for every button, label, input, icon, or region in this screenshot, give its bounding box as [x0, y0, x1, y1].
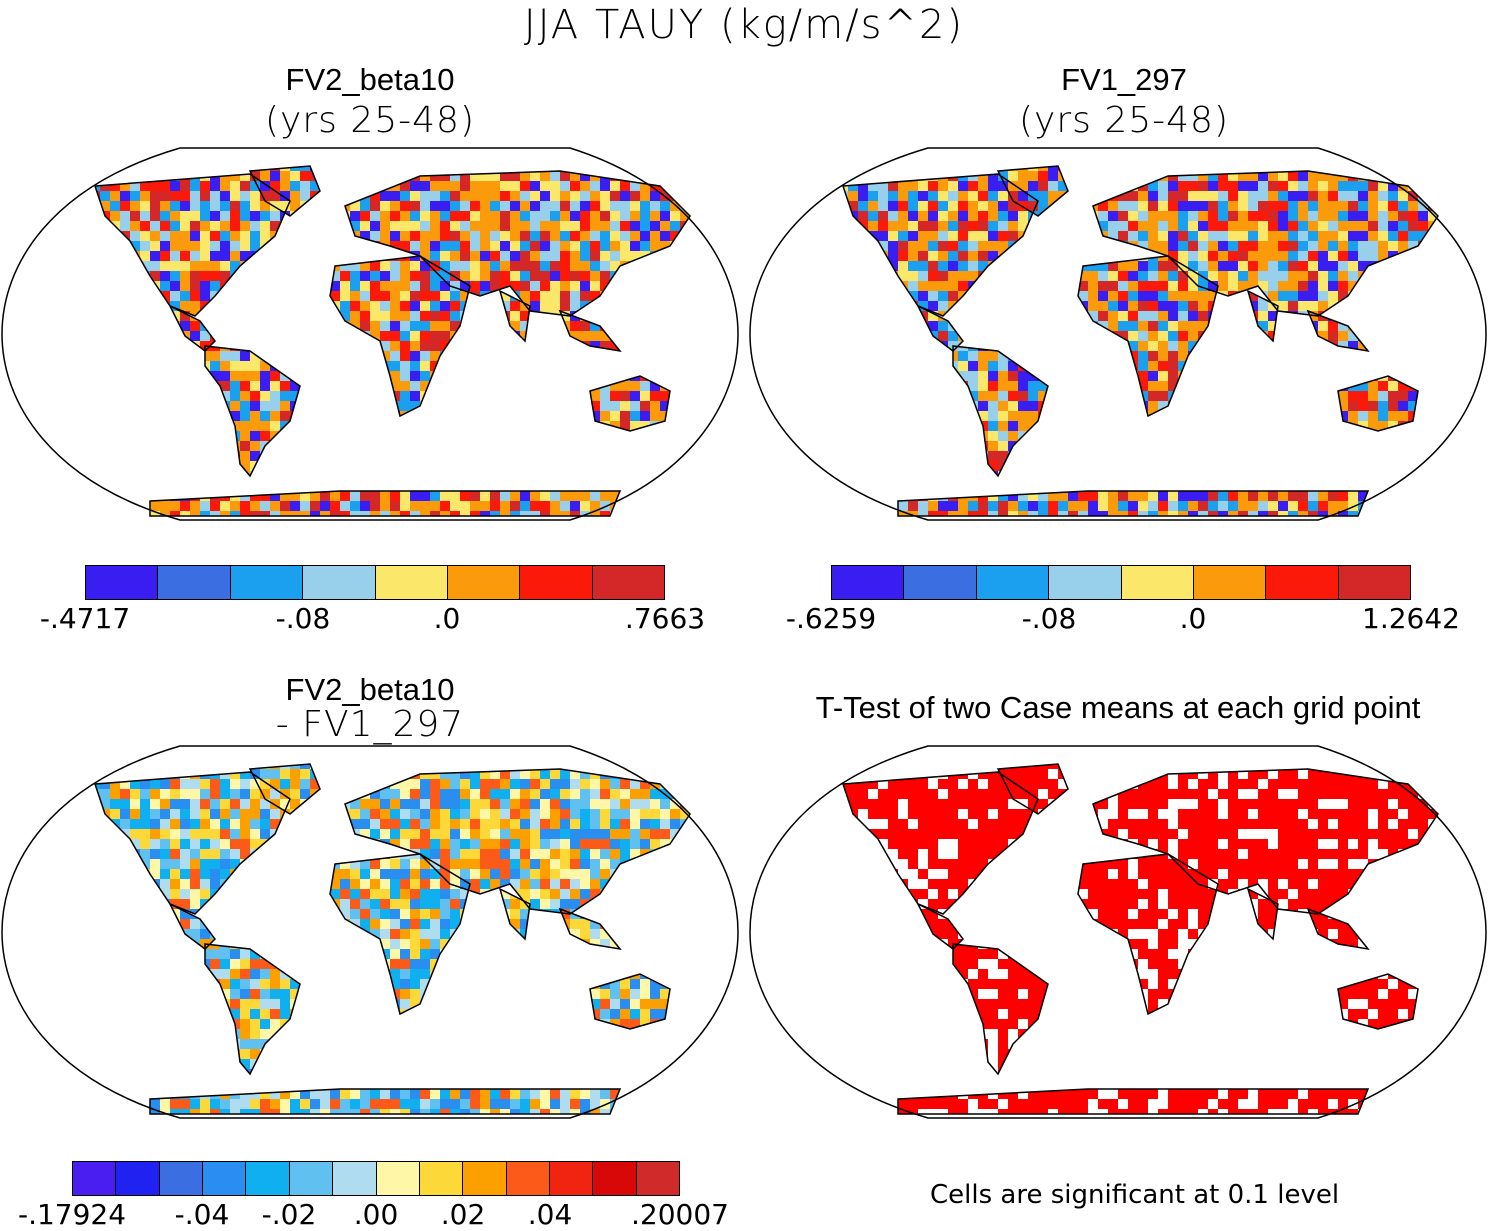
panel1-tick-label: .0 — [434, 602, 461, 635]
colorbar-swatch — [1049, 566, 1121, 599]
colorbar-swatch — [593, 1162, 636, 1195]
colorbar-swatch — [1339, 566, 1410, 599]
figure-title: JJA TAUY (kg/m/s^2) — [0, 2, 1488, 48]
panel3-tick-label: .20007 — [631, 1198, 729, 1231]
panel3-tick-label: -.04 — [175, 1198, 230, 1231]
panel1-map — [0, 146, 740, 522]
colorbar-swatch — [246, 1162, 289, 1195]
panel1-tick-label: .7663 — [625, 602, 705, 635]
colorbar-swatch — [507, 1162, 550, 1195]
panel4-map — [748, 744, 1488, 1120]
colorbar-swatch — [303, 566, 375, 599]
panel3-title: FV2_beta10 — [150, 672, 590, 708]
colorbar-swatch — [463, 1162, 506, 1195]
colorbar-swatch — [231, 566, 303, 599]
colorbar-swatch — [116, 1162, 159, 1195]
panel3-map — [0, 744, 740, 1120]
colorbar-swatch — [377, 1162, 420, 1195]
colorbar-swatch — [1122, 566, 1194, 599]
panel3-tick-label: .04 — [528, 1198, 573, 1231]
colorbar-swatch — [73, 1162, 116, 1195]
colorbar-swatch — [86, 566, 158, 599]
colorbar-swatch — [160, 1162, 203, 1195]
panel1-tick-label: -.4717 — [40, 602, 130, 635]
colorbar-swatch — [448, 566, 520, 599]
colorbar-swatch — [832, 566, 904, 599]
colorbar-swatch — [420, 1162, 463, 1195]
colorbar-swatch — [376, 566, 448, 599]
colorbar-swatch — [520, 566, 592, 599]
panel1-tick-label: -.08 — [276, 602, 331, 635]
panel1-title: FV2_beta10 — [150, 62, 590, 98]
colorbar-swatch — [1194, 566, 1266, 599]
panel1-colorbar — [85, 565, 665, 600]
colorbar-swatch — [904, 566, 976, 599]
colorbar-swatch — [158, 566, 230, 599]
colorbar-swatch — [550, 1162, 593, 1195]
panel3-colorbar — [72, 1161, 680, 1196]
panel3-tick-label: -.02 — [262, 1198, 317, 1231]
panel2-tick-label: .0 — [1180, 602, 1207, 635]
panel3-tick-label: -.17924 — [18, 1198, 126, 1231]
panel3-tick-label: .00 — [354, 1198, 399, 1231]
panel2-colorbar — [831, 565, 1411, 600]
colorbar-swatch — [977, 566, 1049, 599]
panel2-title: FV1_297 — [904, 62, 1344, 98]
colorbar-swatch — [203, 1162, 246, 1195]
panel2-map — [748, 146, 1488, 522]
panel4-title: T-Test of two Case means at each grid po… — [748, 690, 1488, 726]
colorbar-swatch — [290, 1162, 333, 1195]
panel2-tick-label: -.6259 — [786, 602, 876, 635]
panel1-subtitle: (yrs 25-48) — [150, 100, 590, 141]
colorbar-swatch — [593, 566, 664, 599]
panel3-subtitle: - FV1_297 — [150, 704, 590, 745]
colorbar-swatch — [333, 1162, 376, 1195]
panel2-subtitle: (yrs 25-48) — [904, 100, 1344, 141]
panel3-tick-label: .02 — [441, 1198, 486, 1231]
colorbar-swatch — [1266, 566, 1338, 599]
significance-note: Cells are significant at 0.1 level — [930, 1180, 1339, 1210]
colorbar-swatch — [637, 1162, 679, 1195]
panel2-tick-label: 1.2642 — [1362, 602, 1460, 635]
panel2-tick-label: -.08 — [1022, 602, 1077, 635]
